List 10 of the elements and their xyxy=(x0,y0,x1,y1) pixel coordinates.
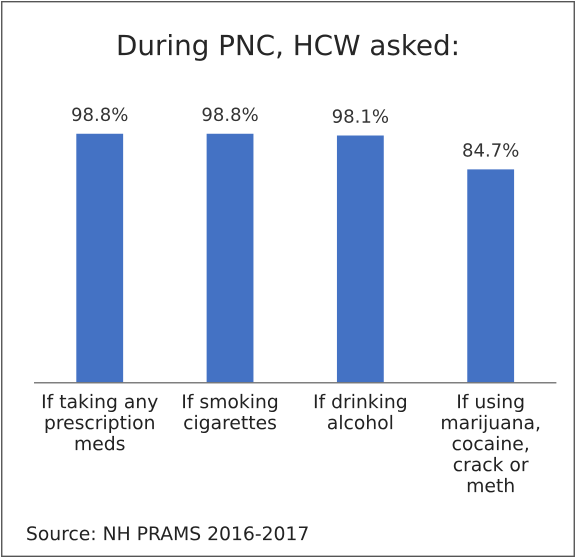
data-label: 98.8% xyxy=(202,108,258,122)
data-label: 98.1% xyxy=(332,109,388,123)
chart-title: During PNC, HCW asked: xyxy=(118,34,457,61)
x-tick-label: If using marijuana, cocaine, crack or meth xyxy=(442,394,540,492)
x-tick-label: If drinking alcohol xyxy=(314,394,406,430)
x-tick-label: If taking any prescription meds xyxy=(42,394,158,450)
data-label: 98.8% xyxy=(72,108,128,122)
x-tick-label: If smoking cigarettes xyxy=(183,394,278,434)
data-label: 84.7% xyxy=(463,143,518,157)
source-note: Source: NH PRAMS 2016-2017 xyxy=(27,526,308,540)
